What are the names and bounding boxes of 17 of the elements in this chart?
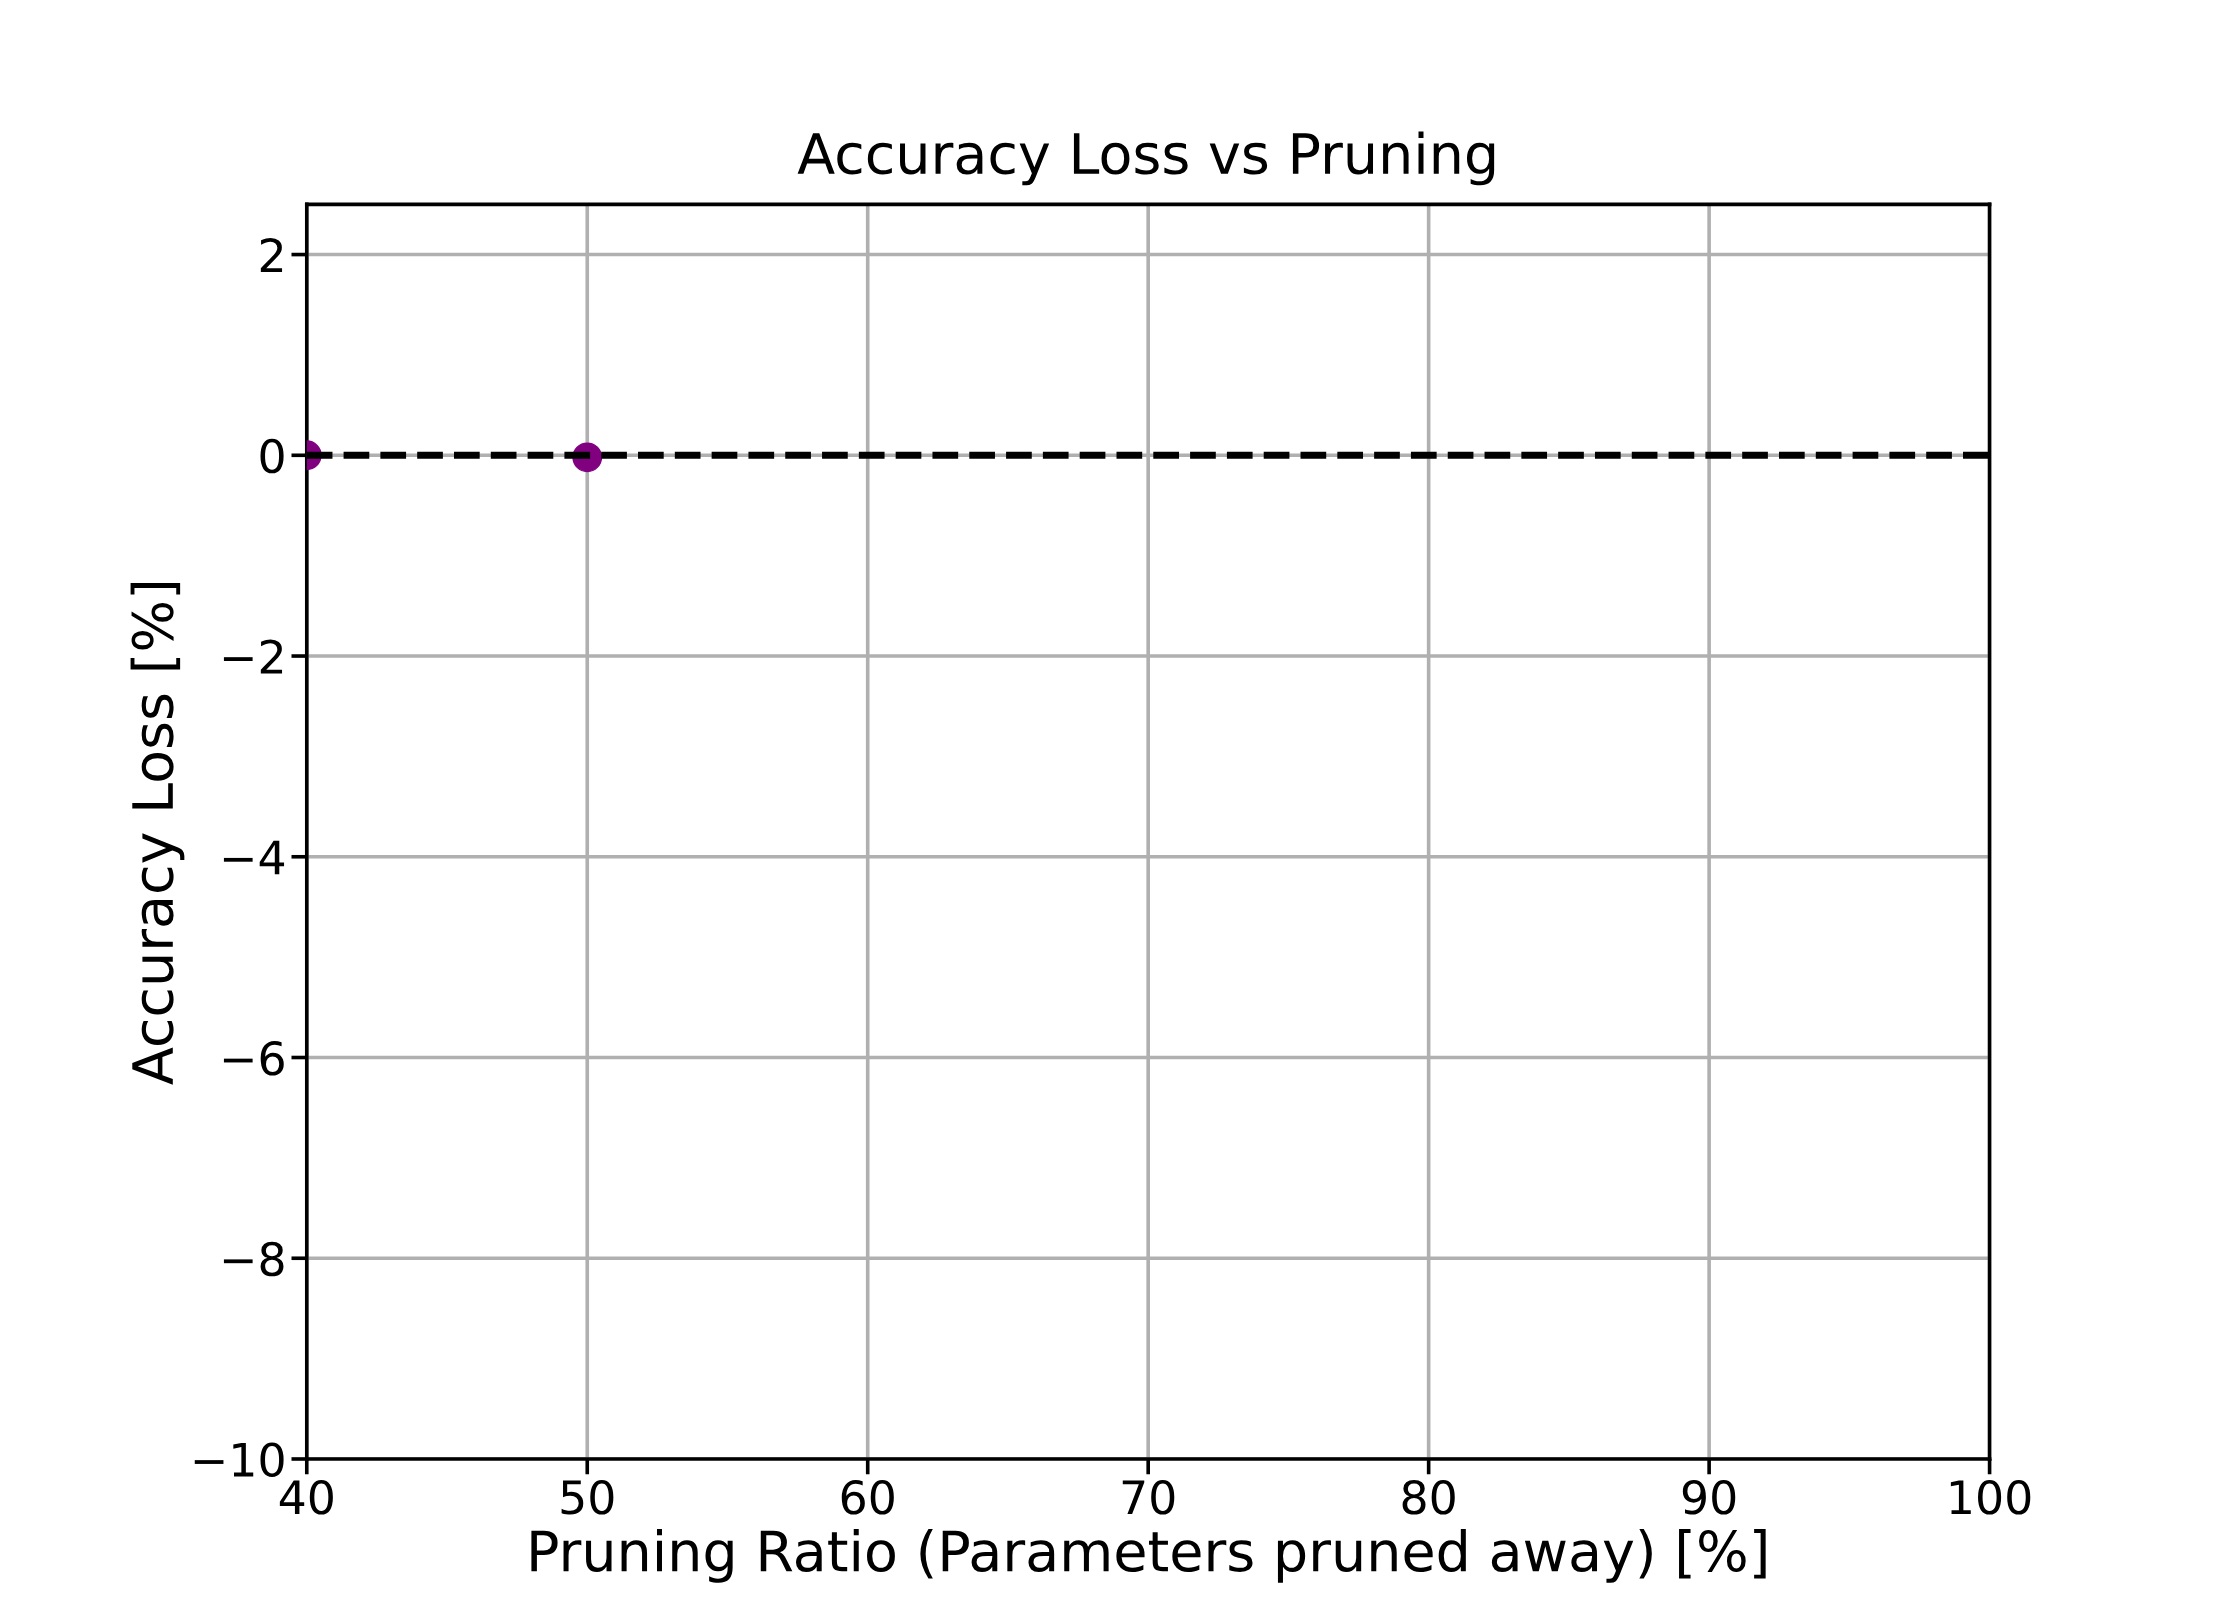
y-tick-label: −8 bbox=[223, 1241, 284, 1277]
y-tick-label: 2 bbox=[260, 237, 283, 272]
chart-title: Accuracy Loss vs Pruning bbox=[797, 131, 1495, 186]
x-tick-label: 70 bbox=[1122, 1479, 1175, 1515]
x-tick-label: 40 bbox=[279, 1479, 333, 1515]
y-tick-label: −2 bbox=[223, 639, 283, 674]
y-axis-title: Accuracy Loss [%] bbox=[130, 582, 185, 1085]
x-tick-label: 100 bbox=[1950, 1479, 2031, 1515]
y-tick-label: 0 bbox=[260, 438, 284, 474]
y-tick-label: −4 bbox=[223, 840, 285, 875]
y-tick-label: −10 bbox=[194, 1442, 284, 1478]
y-tick-label: −6 bbox=[223, 1040, 284, 1076]
x-tick-label: 60 bbox=[841, 1479, 894, 1515]
x-tick-label: 80 bbox=[1402, 1479, 1455, 1515]
x-tick-label: 50 bbox=[561, 1479, 614, 1515]
x-tick-label: 90 bbox=[1682, 1479, 1736, 1515]
x-axis-title: Pruning Ratio (Parameters pruned away) [%] bbox=[531, 1529, 1766, 1583]
